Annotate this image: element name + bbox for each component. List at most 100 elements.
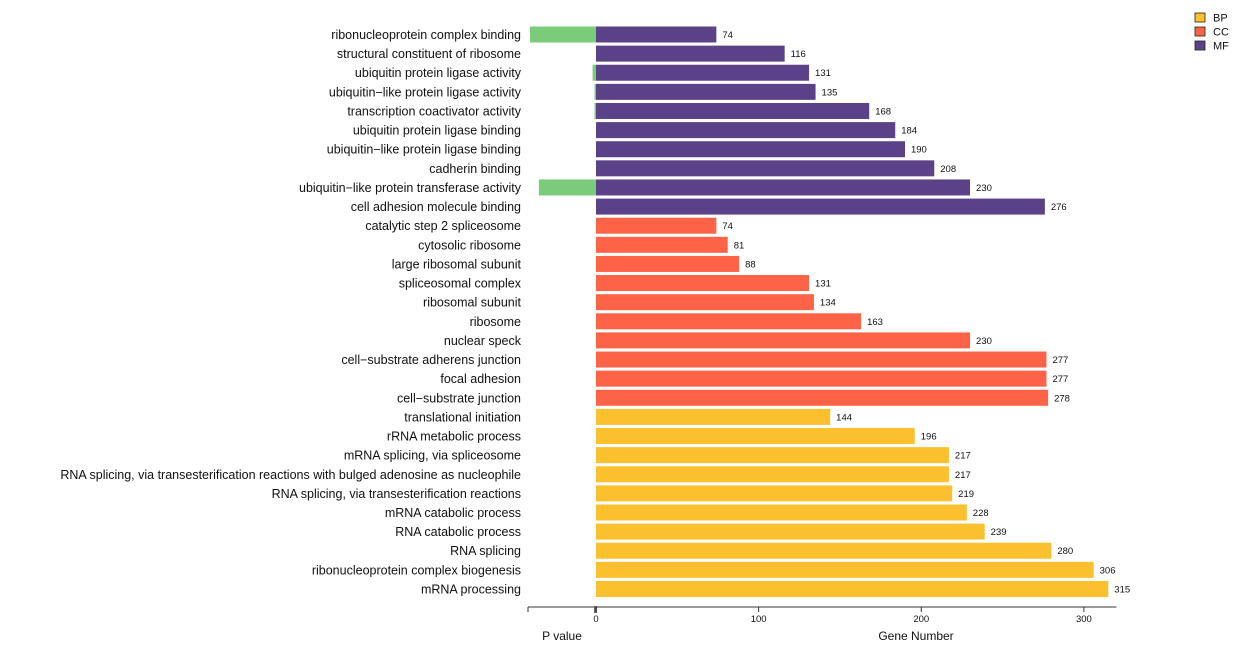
category-label: focal adhesion (440, 372, 521, 386)
bar-value-label: 116 (791, 49, 806, 60)
bar-value-label: 196 (921, 432, 937, 443)
bar-value-label: 277 (1052, 355, 1068, 366)
x-tick-label: 0 (593, 614, 598, 625)
gene-count-bar (596, 255, 740, 272)
category-label: catalytic step 2 spliceosome (365, 219, 521, 233)
category-label: ubiquitin protein ligase binding (353, 124, 521, 138)
bar-value-label: 74 (722, 221, 733, 232)
gene-count-bar (596, 275, 810, 292)
bar-value-label: 217 (955, 470, 971, 481)
pvalue-bar (592, 64, 596, 81)
category-label: ribosomal subunit (423, 296, 521, 310)
bar-value-label: 184 (901, 126, 917, 137)
bar-value-label: 135 (822, 87, 838, 98)
gene-count-bar (596, 428, 915, 445)
gene-count-bar (596, 64, 810, 81)
gene-count-bar (596, 504, 967, 521)
category-label: rRNA metabolic process (387, 430, 521, 444)
gene-count-bar (596, 236, 728, 253)
category-label: RNA splicing, via transesterification re… (272, 487, 521, 501)
legend-swatch (1194, 12, 1206, 23)
bars-layer (530, 26, 1109, 597)
gene-count-bar (596, 389, 1049, 406)
pvalue-bar (530, 26, 596, 43)
category-label: ribosome (470, 315, 521, 329)
category-label: cadherin binding (429, 162, 521, 176)
gene-count-bar (596, 447, 949, 464)
category-label: RNA splicing, via transesterification re… (60, 468, 521, 482)
bar-value-label: 230 (976, 183, 992, 194)
legend-label: CC (1213, 27, 1229, 39)
gene-count-bar (596, 198, 1045, 215)
legend: BP CC MF (1194, 12, 1229, 53)
gene-count-bar (596, 217, 717, 234)
category-label: transcription coactivator activity (347, 104, 521, 118)
category-label: nuclear speck (444, 334, 522, 348)
bar-value-label: 81 (734, 240, 745, 251)
gene-count-bar (596, 523, 985, 540)
category-label: spliceosomal complex (399, 277, 522, 291)
category-label: cell adhesion molecule binding (351, 200, 521, 214)
category-label: structural constituent of ribosome (337, 47, 521, 61)
x-axis: 0 100 200 300 (527, 606, 1117, 625)
bar-value-label: 74 (722, 30, 733, 41)
legend-label: BP (1213, 13, 1228, 25)
category-label: ubiquitin−like protein ligase activity (329, 85, 522, 99)
bar-value-label: 276 (1051, 202, 1067, 213)
category-label: mRNA processing (421, 582, 521, 596)
bar-value-label: 278 (1054, 393, 1070, 404)
gene-count-bar (596, 408, 831, 425)
pvalue-bar (594, 102, 596, 119)
category-label: cell−substrate adherens junction (341, 353, 521, 367)
bar-value-label: 315 (1114, 584, 1130, 595)
gene-count-bar (596, 580, 1109, 597)
gene-count-bar (596, 26, 717, 43)
pvalue-bar (594, 83, 596, 100)
bar-value-label: 190 (911, 145, 927, 156)
category-label: cytosolic ribosome (418, 238, 521, 252)
bar-value-label: 131 (815, 279, 831, 290)
bar-value-label: 168 (875, 106, 891, 117)
labels-layer: 74 ribonucleoprotein complex binding 116 st… (60, 28, 1130, 596)
legend-swatch (1194, 40, 1206, 51)
bar-value-label: 131 (815, 68, 831, 79)
gene-count-bar (596, 466, 949, 483)
bar-value-label: 219 (958, 489, 974, 500)
category-label: ribonucleoprotein complex biogenesis (312, 563, 521, 577)
pvalue-axis-title: P value (542, 629, 582, 643)
category-label: RNA splicing (450, 544, 521, 558)
gene-count-bar (596, 160, 935, 177)
category-label: cell−substrate junction (397, 391, 521, 405)
gene-count-bar (596, 102, 870, 119)
gene-count-bar (596, 313, 862, 330)
gene-count-bar (596, 141, 905, 158)
category-label: RNA catabolic process (395, 525, 521, 539)
gene-count-bar (596, 561, 1094, 578)
gene-count-bar (596, 294, 814, 311)
gene-count-bar (596, 83, 816, 100)
x-tick-label: 300 (1076, 614, 1092, 625)
bar-value-label: 217 (955, 451, 971, 462)
bar-value-label: 144 (836, 412, 852, 423)
gene-count-bar (596, 332, 971, 349)
x-tick-label: 200 (913, 614, 929, 625)
legend-label: MF (1213, 41, 1229, 53)
bar-value-label: 306 (1100, 565, 1116, 576)
gene-count-bar (596, 179, 971, 196)
gene-count-bar (596, 122, 896, 139)
category-label: translational initiation (404, 410, 521, 424)
bar-value-label: 230 (976, 336, 992, 347)
category-label: ubiquitin protein ligase activity (355, 66, 522, 80)
x-axis-title: Gene Number (878, 629, 953, 643)
category-label: mRNA splicing, via spliceosome (344, 449, 521, 463)
category-label: ubiquitin−like protein ligase binding (327, 143, 521, 157)
gene-count-bar (596, 485, 953, 502)
gene-count-bar (596, 542, 1052, 559)
bar-value-label: 88 (745, 259, 756, 270)
category-label: ubiquitin−like protein transferase activ… (299, 181, 522, 195)
bar-value-label: 239 (991, 527, 1007, 538)
bar-value-label: 228 (973, 508, 989, 519)
category-label: mRNA catabolic process (385, 506, 521, 520)
bar-value-label: 163 (867, 317, 883, 328)
